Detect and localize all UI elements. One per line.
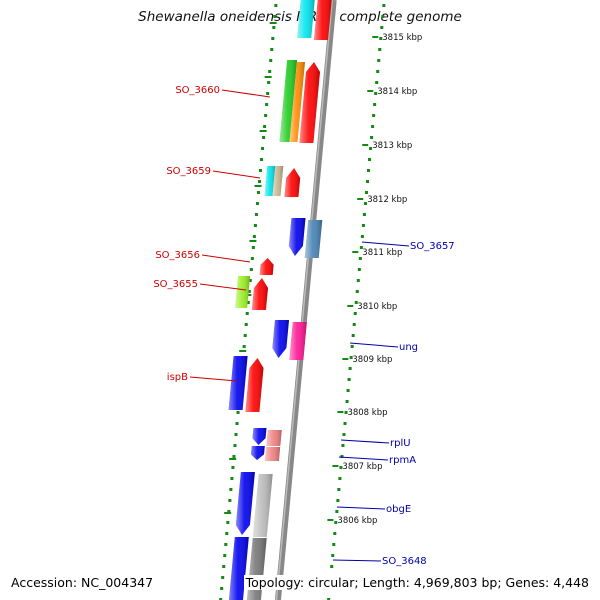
svg-text:rpmA: rpmA: [389, 455, 416, 466]
gene-feature-so3660-green: [279, 60, 298, 142]
kbp-tick-label: 3811 kbp: [362, 248, 402, 258]
svg-text:SO_3659: SO_3659: [166, 166, 211, 177]
gene-feature-so3659-cyan: [264, 166, 276, 196]
gene-label-right[interactable]: SO_3657: [361, 241, 455, 252]
kbp-tick-label: 3814 kbp: [377, 87, 417, 97]
topology-label: Topology: circular; Length: 4,969,803 bp…: [243, 575, 591, 590]
svg-text:SO_3655: SO_3655: [153, 279, 198, 290]
svg-text:SO_3660: SO_3660: [175, 85, 220, 96]
gene-label-left[interactable]: SO_3655: [153, 279, 247, 291]
gene-feature-so3655-red: [251, 278, 268, 310]
gene-feature-obge-blue: [235, 472, 255, 535]
gene-feature-rplu-salmon: [266, 430, 282, 446]
gene-labels: SO_3660 SO_3659 SO_3656 SO_3655 ispB SO_3657u…: [153, 85, 454, 567]
accession-label: Accession: NC_004347: [9, 575, 156, 590]
gene-label-right[interactable]: obgE: [336, 504, 411, 515]
gene-label-left[interactable]: SO_3659: [166, 166, 261, 179]
gene-feature-ung-pink: [289, 322, 307, 360]
kbp-tick-label: 3808 kbp: [347, 408, 387, 418]
svg-text:ispB: ispB: [167, 372, 188, 383]
gene-feature-ispb-blue: [228, 356, 248, 410]
gene-label-right[interactable]: rplU: [340, 438, 411, 449]
kbp-tick-label: 3807 kbp: [342, 462, 382, 472]
gene-feature-ispb-red: [245, 358, 264, 412]
kbp-tick-label: 3806 kbp: [337, 516, 377, 526]
gene-features: [228, 0, 332, 600]
genome-backbone: [274, 0, 337, 600]
gene-label-left[interactable]: SO_3660: [175, 85, 271, 98]
kbp-tick-label: 3810 kbp: [357, 302, 397, 312]
gene-feature-so3657-blue: [288, 218, 306, 256]
gene-feature-rpma-blue: [251, 446, 265, 460]
gene-feature-so3659-tan: [272, 166, 284, 196]
kbp-tick-label: 3812 kbp: [367, 195, 407, 205]
kbp-tick-label: 3813 kbp: [372, 141, 412, 151]
gene-feature-red: [314, 0, 332, 40]
gene-label-right[interactable]: ung: [349, 342, 418, 353]
svg-text:ung: ung: [399, 342, 418, 353]
gene-feature-rplu-blue: [252, 428, 267, 445]
svg-text:SO_3648: SO_3648: [382, 556, 427, 567]
gene-feature-so3655-green: [235, 276, 251, 308]
outer-ruler-dots: [327, 4, 386, 600]
gene-feature-cyan: [297, 0, 315, 38]
gene-feature-obge-grey: [252, 474, 273, 537]
svg-text:SO_3657: SO_3657: [410, 241, 455, 252]
gene-feature-so3656-red: [259, 258, 274, 275]
gene-label-right[interactable]: rpmA: [338, 455, 416, 466]
gene-label-left[interactable]: ispB: [167, 372, 238, 383]
gene-feature-so3657-steelblue: [304, 220, 323, 258]
gene-feature-so3648-darkgrey: [246, 538, 267, 600]
kbp-tick-label: 3815 kbp: [382, 33, 422, 43]
kbp-ticks: 3815 kbp 3814 kbp 3813 kbp 3812 kbp 3811 kbp…: [327, 33, 422, 526]
svg-text:SO_3656: SO_3656: [155, 250, 200, 261]
gene-label-left[interactable]: SO_3656: [155, 250, 251, 263]
gene-feature-so3659-red: [284, 168, 301, 197]
gene-feature-ung-blue: [272, 320, 289, 358]
gene-feature-so3660-orange: [289, 62, 305, 142]
gene-feature-so3648-blue: [228, 537, 249, 600]
gene-feature-so3660-red: [299, 62, 320, 143]
gene-label-right[interactable]: SO_3648: [332, 556, 427, 567]
svg-text:rplU: rplU: [390, 438, 411, 449]
kbp-tick-label: 3809 kbp: [352, 355, 392, 365]
svg-text:obgE: obgE: [386, 504, 411, 515]
gene-feature-rpma-salmon: [264, 447, 281, 461]
